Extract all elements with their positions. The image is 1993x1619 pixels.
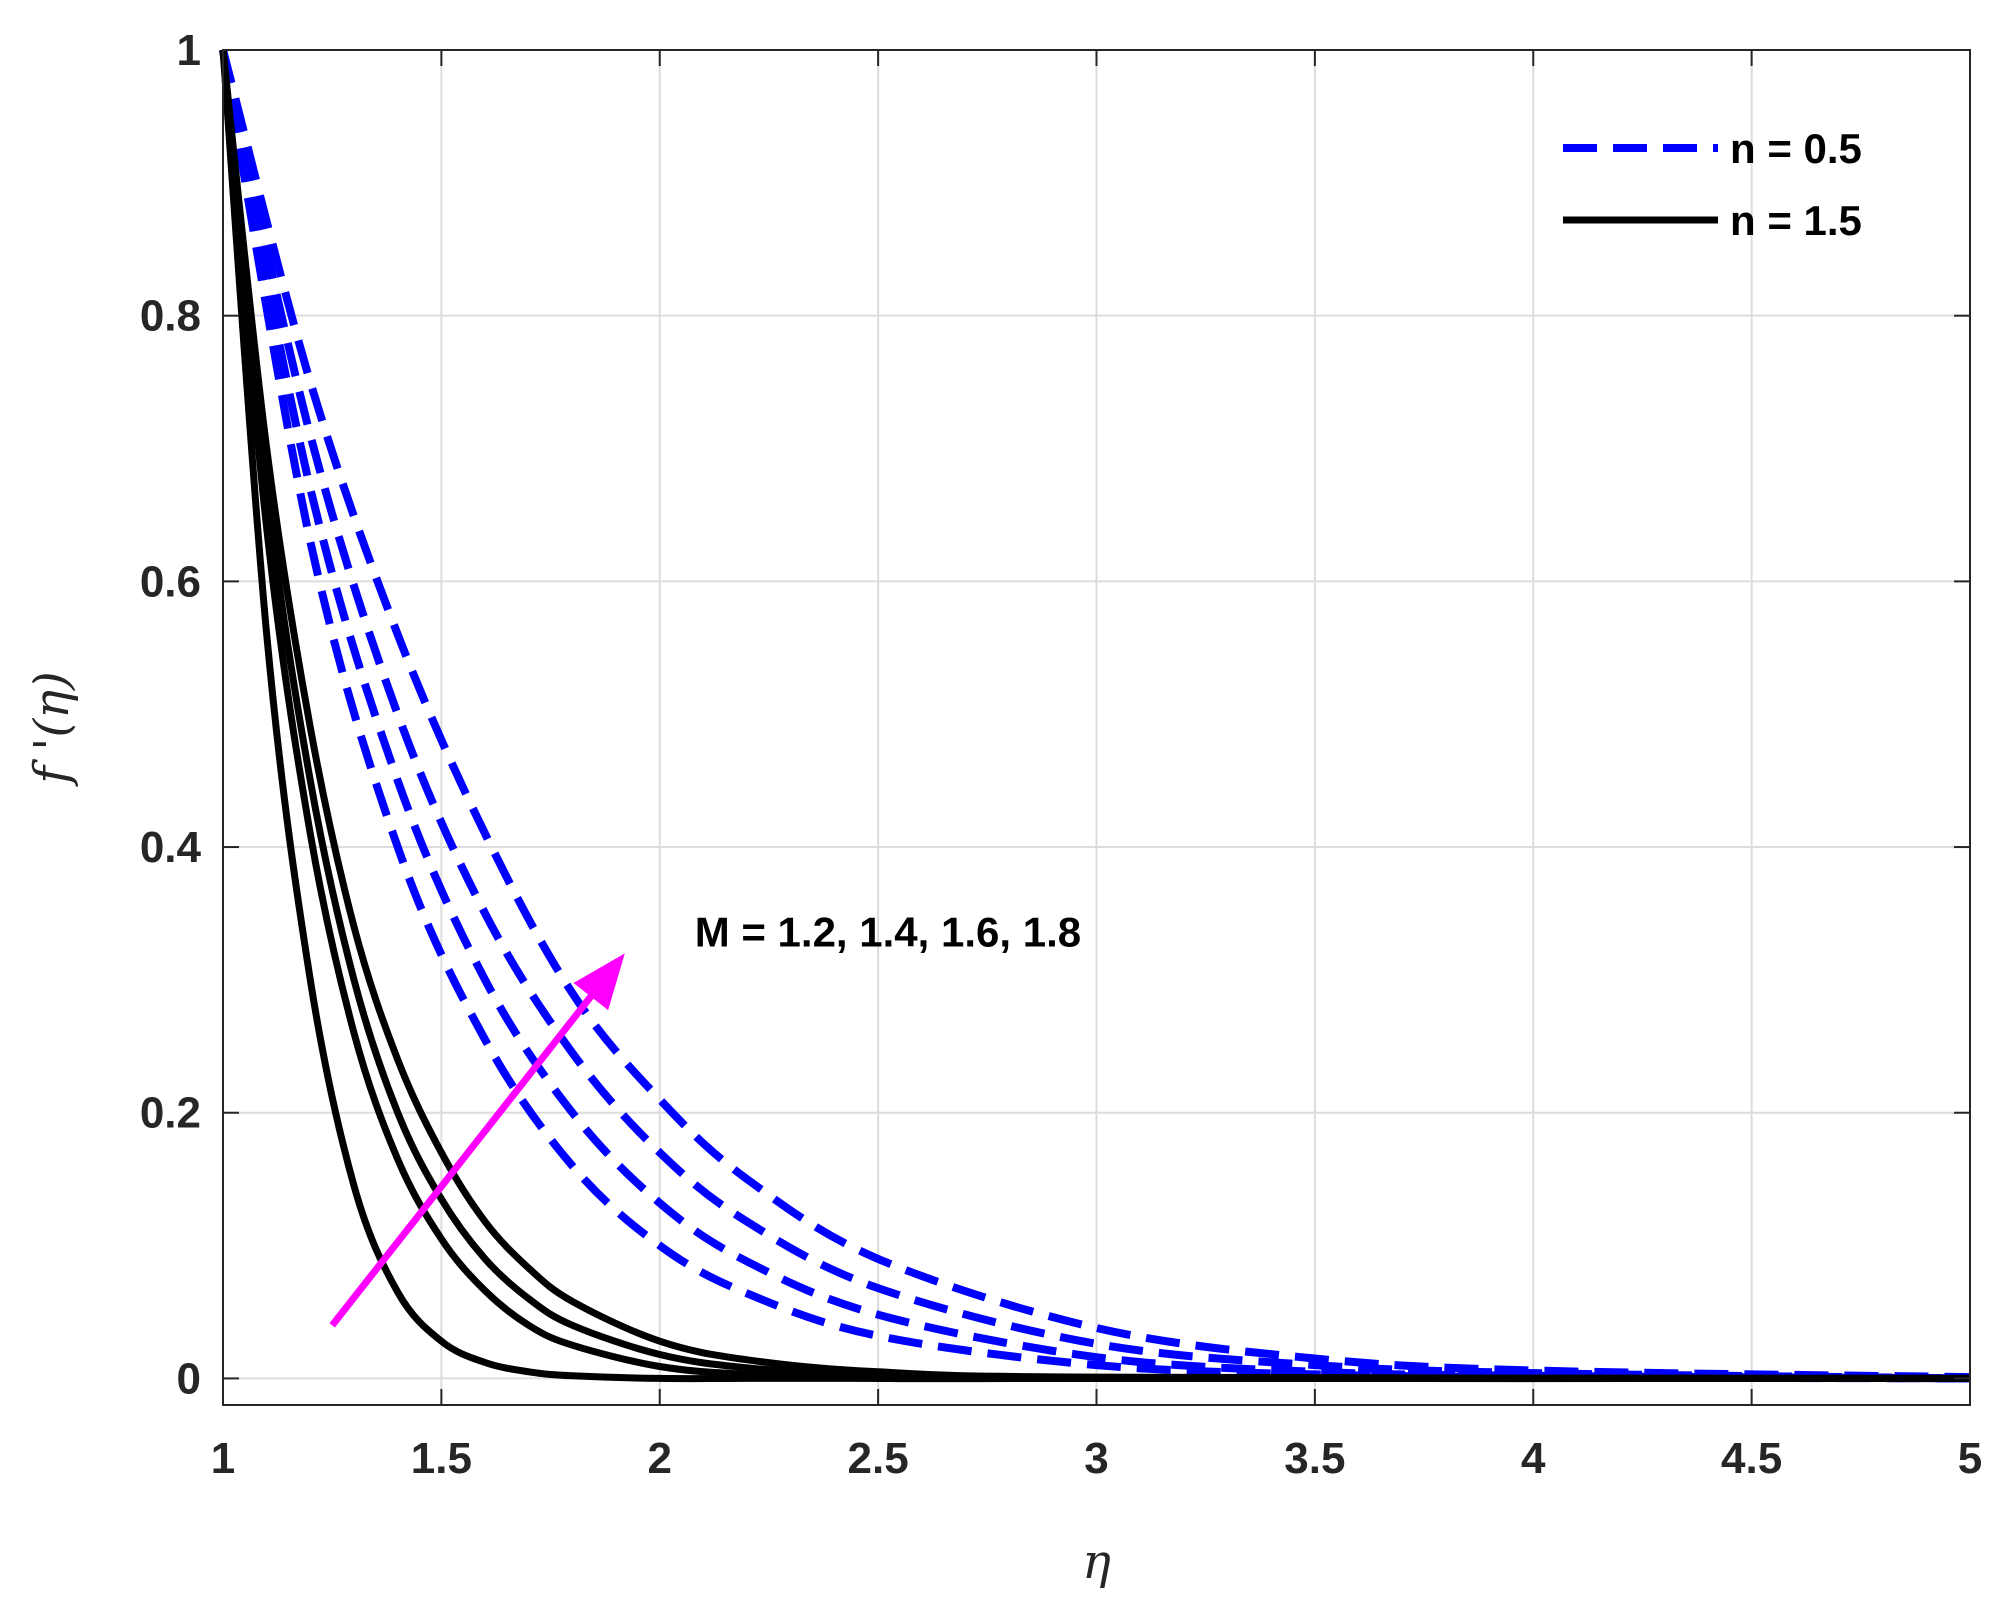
x-tick-label: 2 [648,1434,672,1483]
x-axis-label: η [1082,1534,1111,1590]
series-layer [219,48,1971,1383]
tick-labels: 1 1.5 2 2.5 3 3.5 4 4.5 5 0 0.2 0.4 0.6 0.8 1 [140,26,1982,1483]
y-tick-label: 1 [177,26,201,75]
x-tick-label: 1 [211,1434,235,1483]
y-tick-label: 0 [177,1354,201,1403]
legend-entry-n-0-5: n = 0.5 [1730,125,1862,172]
x-tick-label: 2.5 [848,1434,909,1483]
y-tick-label: 0.4 [140,823,202,872]
y-tick-label: 0.6 [140,557,201,606]
x-tick-label: 5 [1958,1434,1982,1483]
x-tick-label: 3.5 [1284,1434,1345,1483]
ticks [222,49,1971,1405]
x-tick-label: 4.5 [1721,1434,1782,1483]
legend-entry-n-1-5: n = 1.5 [1730,197,1862,244]
series-line-n-0-5-1 [219,49,1971,1383]
legend: n = 0.5 n = 1.5 [1563,125,1862,244]
x-tick-label: 3 [1084,1434,1108,1483]
x-tick-label: 4 [1521,1434,1546,1483]
series-line-n-0-5-3 [219,48,1971,1382]
series-line-n-0-5-2 [219,49,1971,1383]
y-tick-label: 0.2 [140,1089,201,1138]
annotation-text: M = 1.2, 1.4, 1.6, 1.8 [695,909,1081,956]
annotation-arrow-shaft [329,989,598,1328]
x-tick-label: 1.5 [411,1434,472,1483]
y-tick-label: 0.8 [140,292,201,341]
y-axis-label: f '(η) [24,671,80,786]
annotation-arrow-head [573,953,625,1011]
annotation-layer: M = 1.2, 1.4, 1.6, 1.8 [329,909,1081,1328]
series-line-n-1-5-7 [219,49,1971,1382]
